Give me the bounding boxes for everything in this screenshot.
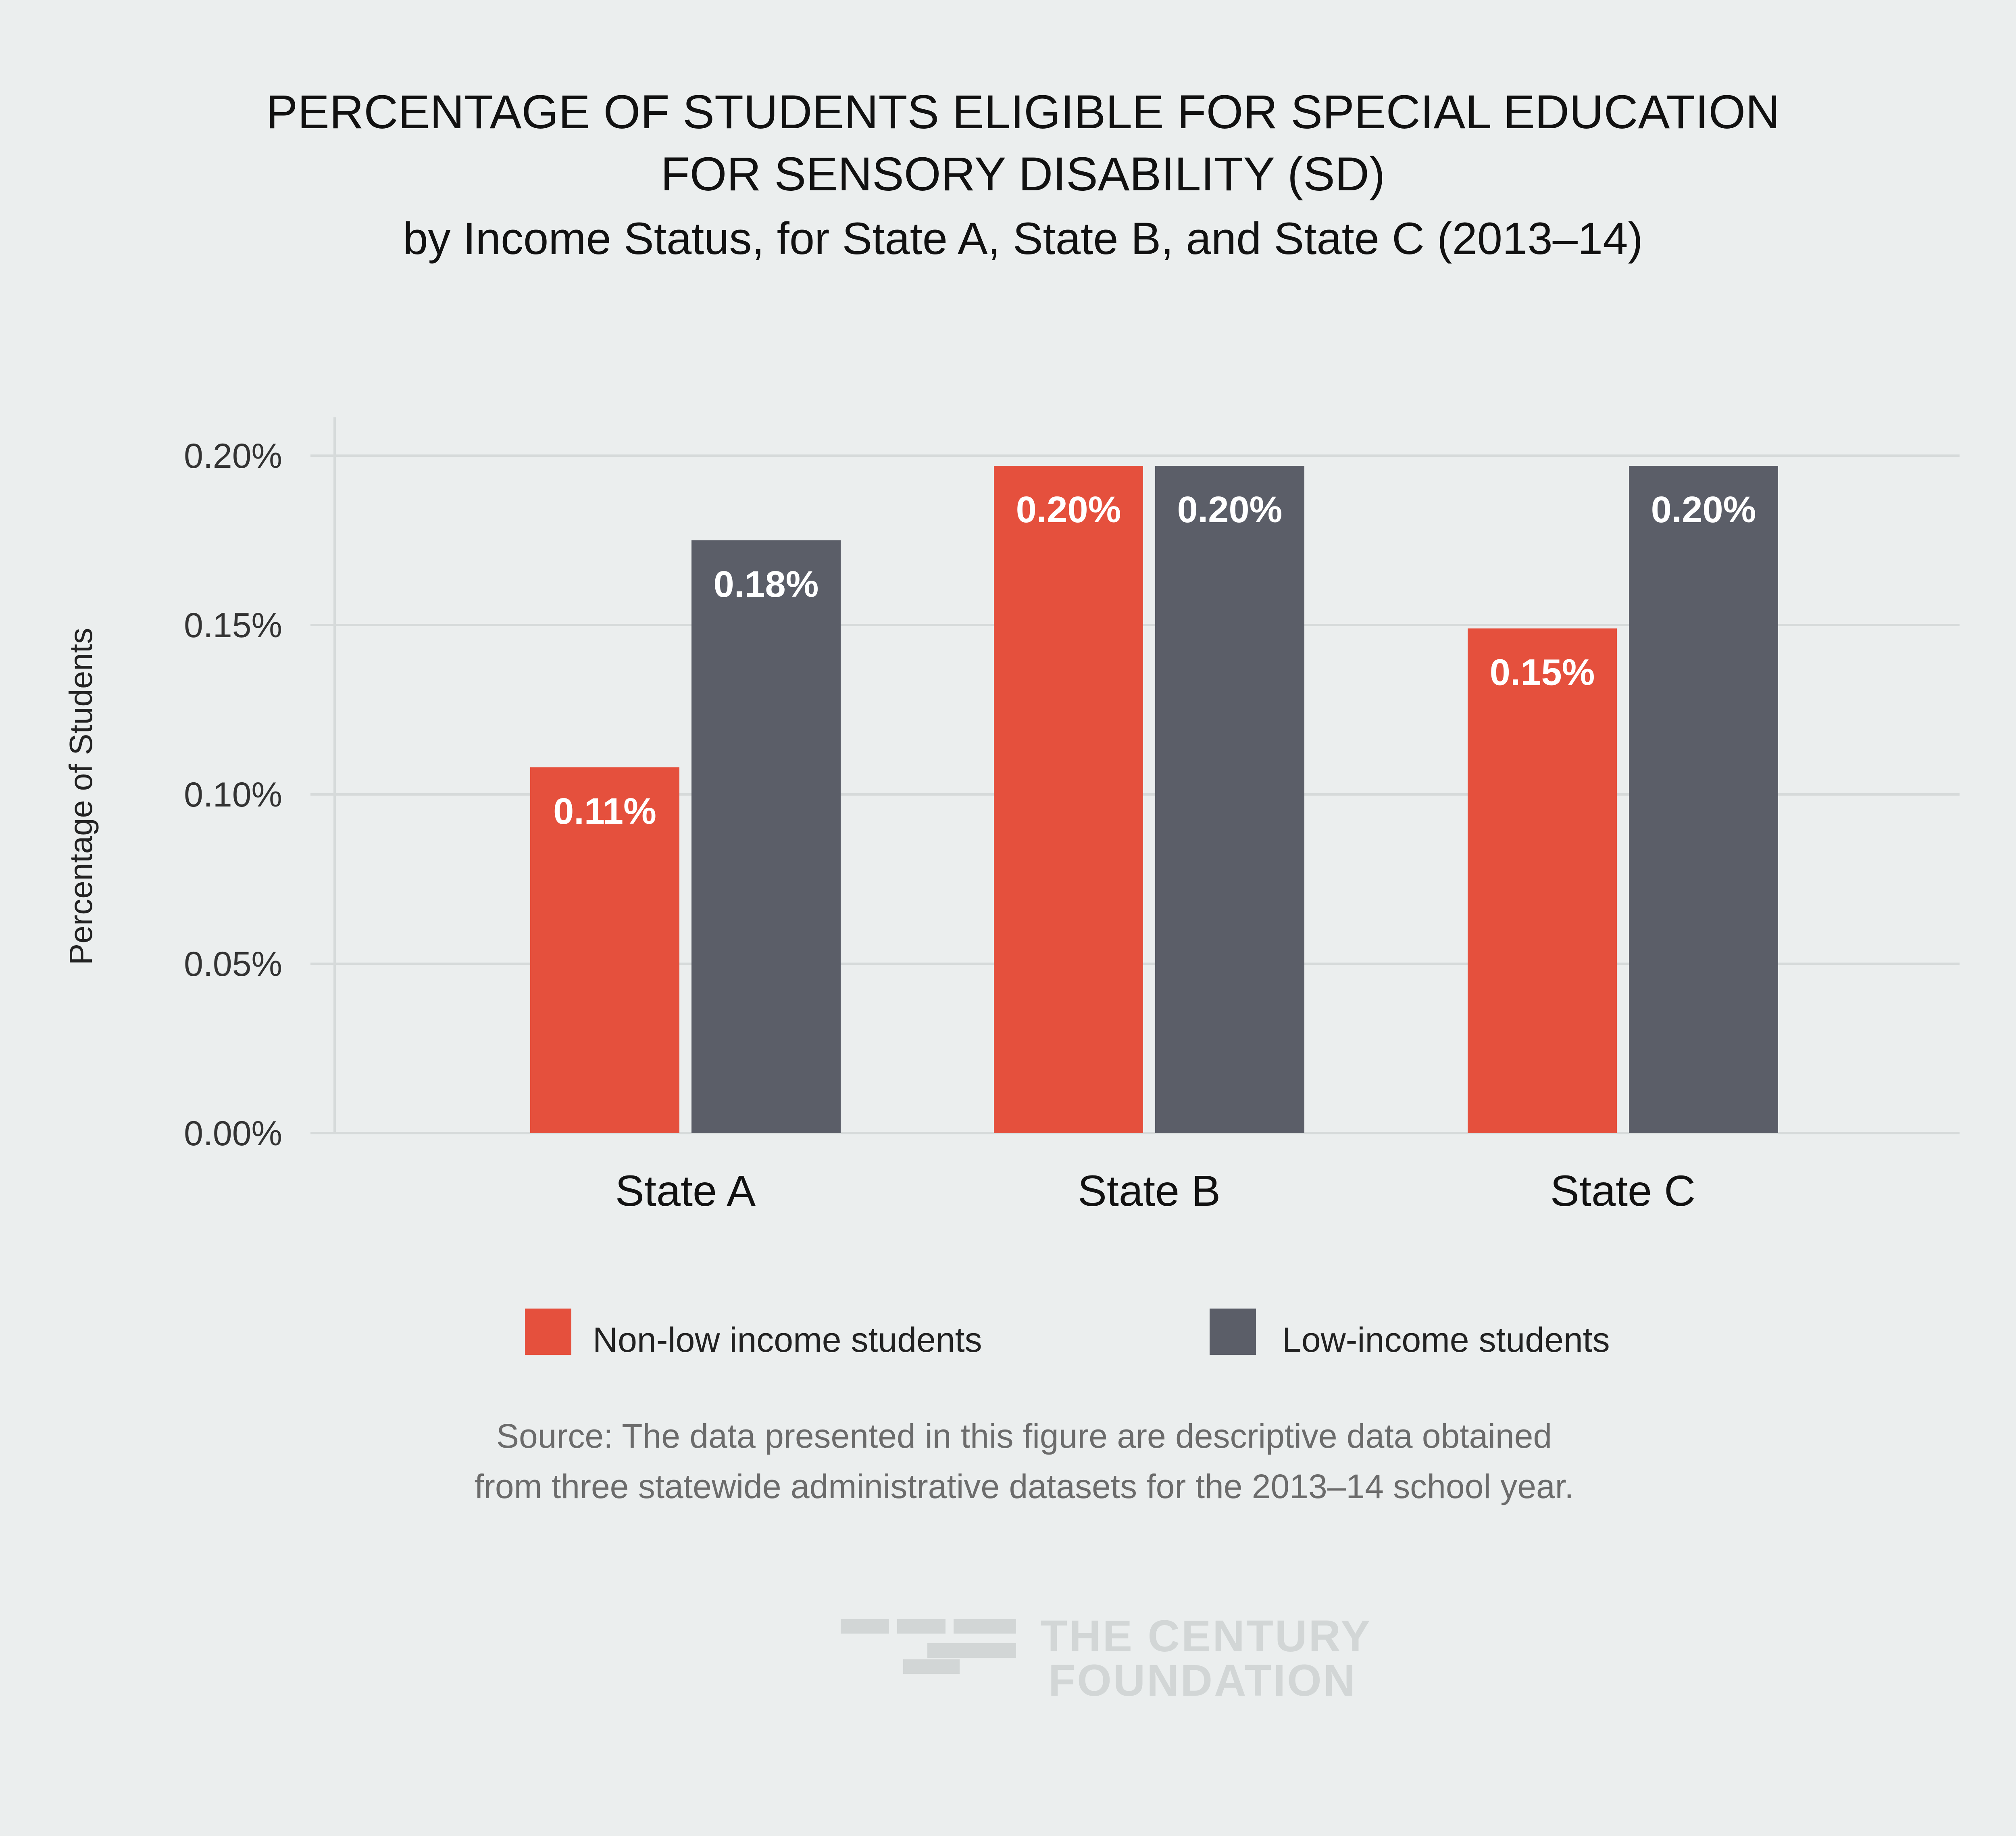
bar-value-label: 0.18% [714, 564, 819, 605]
bar-non-low-income-state-b [994, 466, 1143, 1133]
bar-low-income-state-c [1629, 466, 1778, 1133]
source-note-line-1: Source: The data presented in this figur… [496, 1417, 1552, 1455]
bar-low-income-state-b [1155, 466, 1304, 1133]
x-category-label: State A [615, 1166, 756, 1215]
y-tick-label: 0.10% [184, 775, 282, 814]
source-note-line-2: from three statewide administrative data… [475, 1467, 1574, 1505]
legend: Non-low income students Low-income stude… [525, 1309, 1610, 1359]
bar-value-label: 0.11% [553, 791, 656, 832]
x-category-label: State B [1078, 1166, 1220, 1215]
legend-swatch-non-low-income [525, 1309, 571, 1355]
chart-subtitle: by Income Status, for State A, State B, … [403, 213, 1643, 264]
logo-text-line-1: THE CENTURY [1040, 1611, 1372, 1661]
bar-non-low-income-state-c [1468, 628, 1617, 1133]
y-axis-title: Percentage of Students [63, 628, 99, 965]
logo-text-line-2: FOUNDATION [1048, 1656, 1357, 1705]
bar-value-label: 0.20% [1177, 489, 1283, 530]
bar-value-label: 0.20% [1651, 489, 1756, 530]
x-axis-categories: State A State B State C [615, 1166, 1695, 1215]
y-tick-label: 0.05% [184, 945, 282, 984]
legend-label-non-low-income: Non-low income students [593, 1321, 982, 1359]
century-foundation-logo: THE CENTURY FOUNDATION [841, 1611, 1372, 1705]
y-axis-ticks: 0.00% 0.05% 0.10% 0.15% 0.20% [184, 437, 282, 1153]
bar-low-income-state-a [691, 540, 841, 1133]
chart-title-line-1: PERCENTAGE OF STUDENTS ELIGIBLE FOR SPEC… [266, 85, 1780, 139]
bar-non-low-income-state-a [530, 767, 679, 1133]
legend-swatch-low-income [1210, 1309, 1256, 1355]
chart-title-line-2: FOR SENSORY DISABILITY (SD) [661, 148, 1385, 201]
x-category-label: State C [1550, 1166, 1695, 1215]
bar-value-label: 0.15% [1490, 652, 1595, 693]
y-tick-label: 0.15% [184, 606, 282, 645]
bar-value-label: 0.20% [1016, 489, 1121, 530]
legend-label-low-income: Low-income students [1282, 1321, 1610, 1359]
bars: 0.11% 0.18% 0.20% 0.20% 0.15% 0.20% [530, 466, 1778, 1133]
y-tick-label: 0.20% [184, 437, 282, 475]
y-tick-label: 0.00% [184, 1114, 282, 1153]
logo-mark-icon [841, 1619, 1016, 1674]
